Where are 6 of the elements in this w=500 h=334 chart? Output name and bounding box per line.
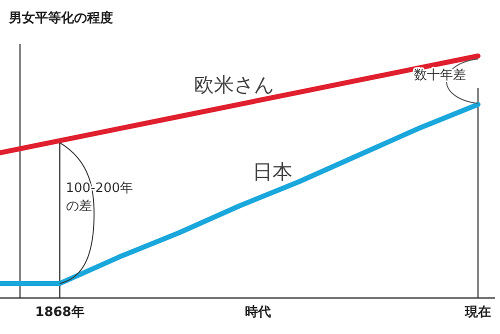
x-axis-title: 時代 <box>245 305 271 320</box>
x-tick-label: 1868年 <box>35 305 84 320</box>
y-axis-title: 男女平等化の程度 <box>8 10 113 26</box>
series-label: 日本 <box>252 159 292 184</box>
series-label: 欧米さん <box>194 72 274 96</box>
x-tick-label: 現在 <box>464 305 491 320</box>
